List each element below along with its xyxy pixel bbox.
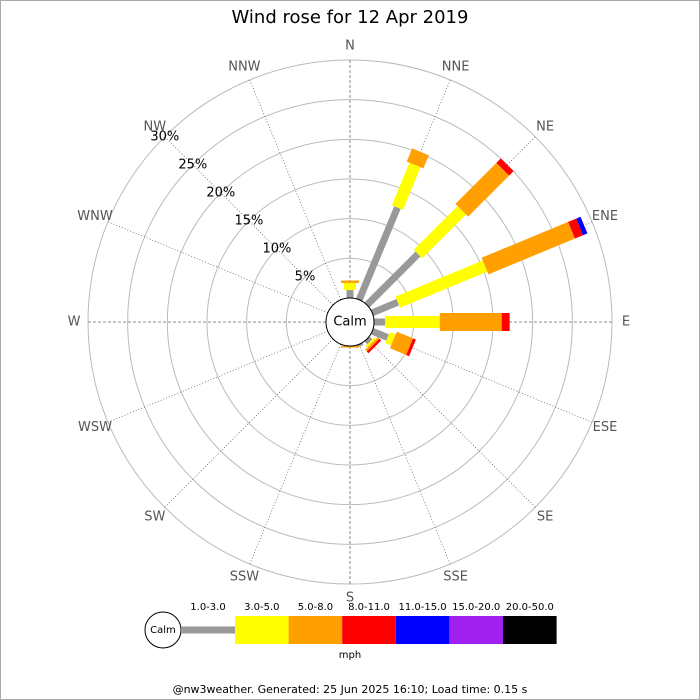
bar-segment <box>385 332 396 346</box>
calm-label: Calm <box>333 315 366 330</box>
spoke <box>366 338 536 508</box>
spoke <box>107 330 328 423</box>
bar-segment <box>374 318 386 326</box>
legend-label: 5.0-8.0 <box>298 602 333 613</box>
legend-label: 8.0-11.0 <box>348 602 390 613</box>
bar-segment <box>370 327 389 341</box>
direction-label: NW <box>144 119 167 134</box>
r-tick-label: 10% <box>262 241 291 256</box>
bar-segment <box>364 251 421 308</box>
bar-segment <box>341 280 359 283</box>
bar-segment <box>496 158 514 176</box>
grid-ring <box>166 138 534 506</box>
bar-segment <box>406 338 416 357</box>
bar-segment <box>413 205 467 259</box>
legend-calm-label: Calm <box>150 625 176 636</box>
legend-swatch <box>503 616 557 644</box>
legend-label: 3.0-5.0 <box>244 602 279 613</box>
bar-segment <box>406 148 429 169</box>
legend-swatch <box>288 616 343 644</box>
grid-ring <box>127 99 573 545</box>
direction-label: SW <box>144 510 165 525</box>
bar-segment <box>395 260 488 308</box>
bar-segment <box>366 338 382 354</box>
bar-segment <box>365 337 380 352</box>
bar-segment <box>364 336 373 345</box>
legend-label: 15.0-20.0 <box>452 602 500 613</box>
bar-segment <box>355 206 401 302</box>
legend-label: 20.0-50.0 <box>506 602 554 613</box>
r-tick-label: 20% <box>206 185 235 200</box>
bar-segment <box>365 337 376 348</box>
spoke <box>164 338 334 508</box>
bar-segment <box>344 282 356 291</box>
direction-label: SSE <box>443 569 468 584</box>
legend-swatch <box>395 616 450 644</box>
r-tick-label: 5% <box>295 269 316 284</box>
spoke <box>249 344 342 565</box>
direction-label: WSW <box>78 420 112 435</box>
legend-swatch <box>235 616 289 644</box>
legend-swatch <box>181 626 235 634</box>
bar-segment <box>439 313 502 331</box>
legend-swatch <box>449 616 503 644</box>
chart-title: Wind rose for 12 Apr 2019 <box>232 7 469 28</box>
direction-label: ESE <box>593 420 618 435</box>
bar-segment <box>341 346 359 348</box>
spoke <box>164 136 334 306</box>
bar-segment <box>346 290 354 298</box>
bar-segment <box>389 331 413 355</box>
bar-segment <box>385 316 440 328</box>
direction-label: NNW <box>228 60 260 75</box>
legend-swatch <box>342 616 396 644</box>
r-tick-label: 25% <box>178 157 207 172</box>
direction-label: NE <box>536 119 554 134</box>
direction-label: E <box>622 315 630 330</box>
bar-segment <box>576 216 588 236</box>
r-tick-label: 30% <box>150 129 179 144</box>
bar-segment <box>391 162 421 210</box>
spoke <box>358 344 451 565</box>
bar-segment <box>370 298 400 317</box>
direction-label: WNW <box>77 209 113 224</box>
legend-label: 11.0-15.0 <box>399 602 447 613</box>
bar-segment <box>568 218 584 239</box>
spoke <box>249 79 342 300</box>
calm-circle <box>325 297 375 347</box>
direction-label: NNE <box>442 60 470 75</box>
direction-label: S <box>346 591 354 606</box>
bar-segment <box>455 162 510 217</box>
direction-label: N <box>345 39 355 54</box>
bar-segment <box>481 221 575 275</box>
direction-label: SSW <box>230 569 260 584</box>
r-tick-label: 15% <box>234 213 263 228</box>
direction-label: SE <box>537 510 553 525</box>
legend-label: 1.0-3.0 <box>190 602 225 613</box>
bar-segment <box>501 313 510 331</box>
direction-label: ENE <box>592 209 618 224</box>
spoke <box>107 221 328 314</box>
footer: @nw3weather. Generated: 25 Jun 2025 16:1… <box>173 683 528 696</box>
units: mph <box>339 650 361 661</box>
direction-label: W <box>68 315 81 330</box>
